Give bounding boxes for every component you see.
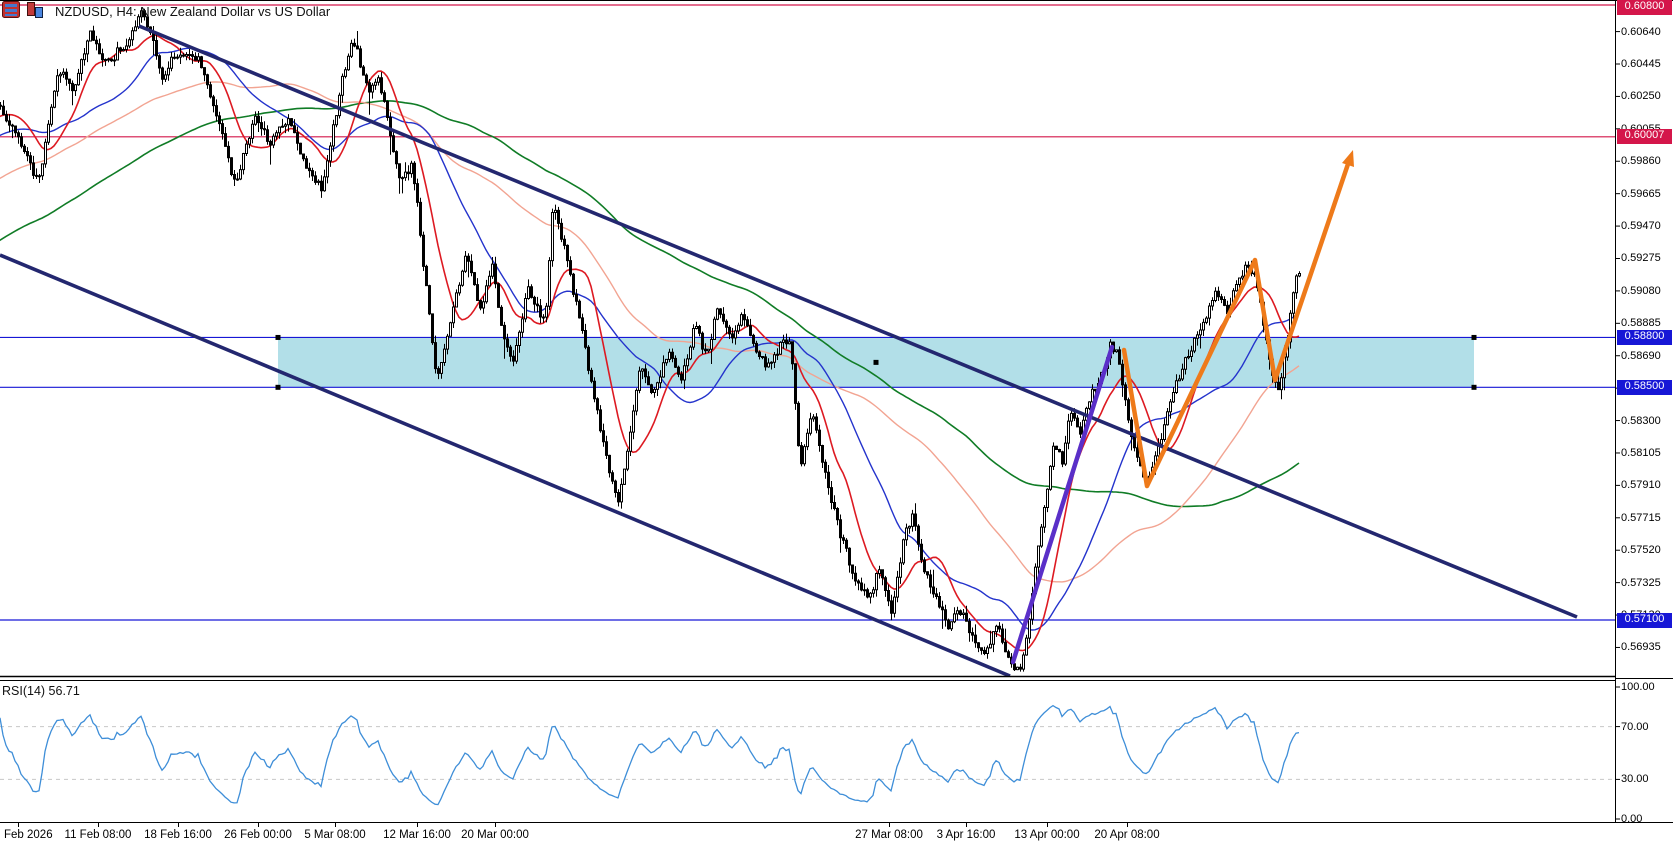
rsi-line (0, 704, 1300, 806)
price-level-badge: 0.58800 (1617, 329, 1672, 345)
price-level-badge: 0.60800 (1617, 0, 1672, 15)
zone-handle[interactable] (275, 384, 281, 390)
price-tick-label: 0.57325 (1621, 576, 1661, 589)
chart-list-icon[interactable] (2, 1, 20, 18)
price-tick-label: 0.59665 (1621, 187, 1661, 200)
price-tick-label: 0.59860 (1621, 155, 1661, 168)
forecast-arrow-line[interactable] (1121, 161, 1351, 489)
rsi-tick-label: 100.00 (1621, 681, 1655, 693)
zone-handle[interactable] (1471, 384, 1477, 390)
ma-long-line (0, 100, 1300, 508)
rsi-tick-label: 0.00 (1621, 813, 1643, 825)
rsi-tick-label: 30.00 (1621, 773, 1649, 786)
zone-handle[interactable] (873, 359, 879, 365)
price-tick-label: 0.58690 (1621, 349, 1661, 362)
bar-chart-icon[interactable] (26, 1, 44, 18)
price-level-badge: 0.60007 (1617, 129, 1672, 145)
time-axis-label: 3 Apr 16:00 (936, 829, 996, 841)
zone-handle[interactable] (275, 334, 281, 340)
time-axis-label: 20 Mar 00:00 (461, 829, 529, 841)
impulse-line[interactable] (1010, 344, 1115, 665)
price-tick-label: 0.57520 (1621, 544, 1661, 557)
ma-slow-line (0, 81, 1300, 583)
time-axis-label: Feb 2026 (4, 829, 53, 841)
price-level-badge: 0.57100 (1617, 612, 1672, 628)
price-tick-label: 0.60640 (1621, 25, 1661, 38)
price-tick-label: 0.58105 (1621, 446, 1661, 459)
price-level-badge: 0.58500 (1617, 379, 1672, 395)
price-tick-label: 0.60445 (1621, 58, 1661, 70)
time-axis-label: 12 Mar 16:00 (383, 829, 451, 841)
price-tick-label: 0.58885 (1621, 317, 1661, 330)
time-axis-label: 27 Mar 08:00 (855, 829, 923, 841)
rsi-tick-label: 70.00 (1621, 720, 1649, 733)
chart-title: NZDUSD, H4: New Zealand Dollar vs US Dol… (55, 4, 331, 19)
price-tick-label: 0.59275 (1621, 252, 1661, 265)
channel-lower-trendline[interactable] (0, 253, 1011, 676)
time-axis-label: 5 Mar 08:00 (304, 829, 366, 841)
price-tick-label: 0.56935 (1621, 641, 1661, 654)
time-axis-label: 11 Feb 08:00 (64, 829, 132, 841)
price-tick-label: 0.59470 (1621, 220, 1661, 233)
price-tick-label: 0.57715 (1621, 511, 1661, 524)
price-tick-label: 0.60250 (1621, 90, 1661, 103)
price-tick-label: 0.57910 (1621, 479, 1661, 492)
time-axis-label: 18 Feb 16:00 (144, 829, 212, 841)
forecast-arrowhead-icon (1342, 150, 1354, 167)
price-tick-label: 0.58300 (1621, 414, 1661, 427)
time-axis-label: 26 Feb 00:00 (224, 829, 292, 841)
time-axis-label: 13 Apr 00:00 (1014, 829, 1080, 841)
time-axis-label: 20 Apr 08:00 (1094, 829, 1160, 841)
rsi-indicator-label: RSI(14) 56.71 (2, 684, 80, 698)
channel-upper-trendline[interactable] (138, 24, 1578, 619)
zone-handle[interactable] (1471, 334, 1477, 340)
price-tick-label: 0.59080 (1621, 284, 1661, 297)
